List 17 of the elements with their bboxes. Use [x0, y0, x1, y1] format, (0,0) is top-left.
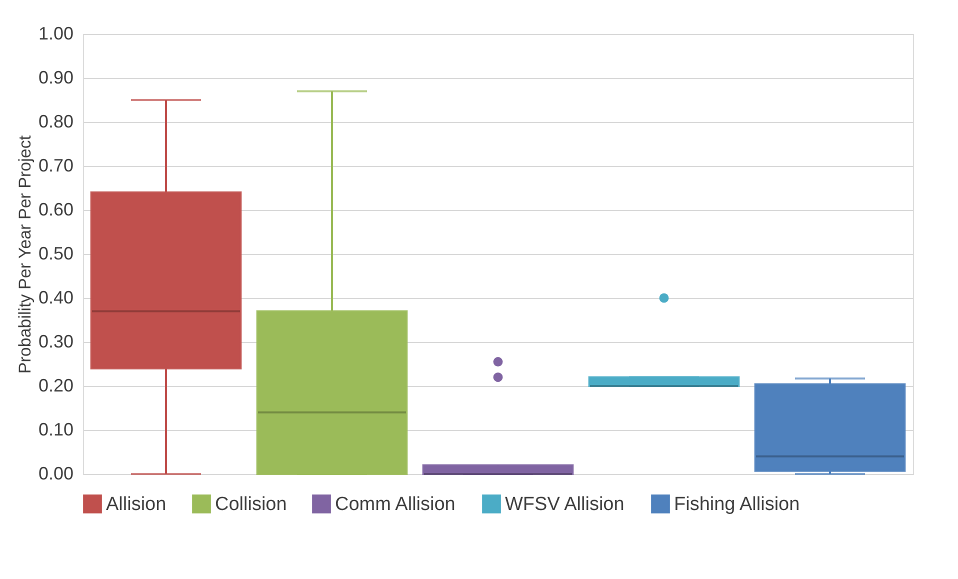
- legend-label: WFSV Allision: [505, 494, 624, 515]
- y-tick-label: 0.40: [38, 288, 74, 308]
- y-tick-label: 0.50: [38, 244, 74, 264]
- y-tick-label: 0.70: [38, 156, 74, 176]
- y-tick-label: 0.00: [38, 464, 74, 484]
- legend-label: Collision: [215, 494, 287, 515]
- y-axis-title: Probability Per Year Per Project: [15, 135, 34, 374]
- y-tick-label: 0.30: [38, 332, 74, 352]
- y-tick-label: 1.00: [38, 24, 74, 44]
- y-tick-label: 0.20: [38, 376, 74, 396]
- y-tick-label: 0.10: [38, 420, 74, 440]
- y-tick-label: 0.60: [38, 200, 74, 220]
- legend-label: Fishing Allision: [674, 494, 800, 515]
- legend-label: Comm Allision: [335, 494, 456, 515]
- y-tick-label: 0.90: [38, 68, 74, 88]
- legend-label: Allision: [106, 494, 166, 515]
- y-tick-label: 0.80: [38, 112, 74, 132]
